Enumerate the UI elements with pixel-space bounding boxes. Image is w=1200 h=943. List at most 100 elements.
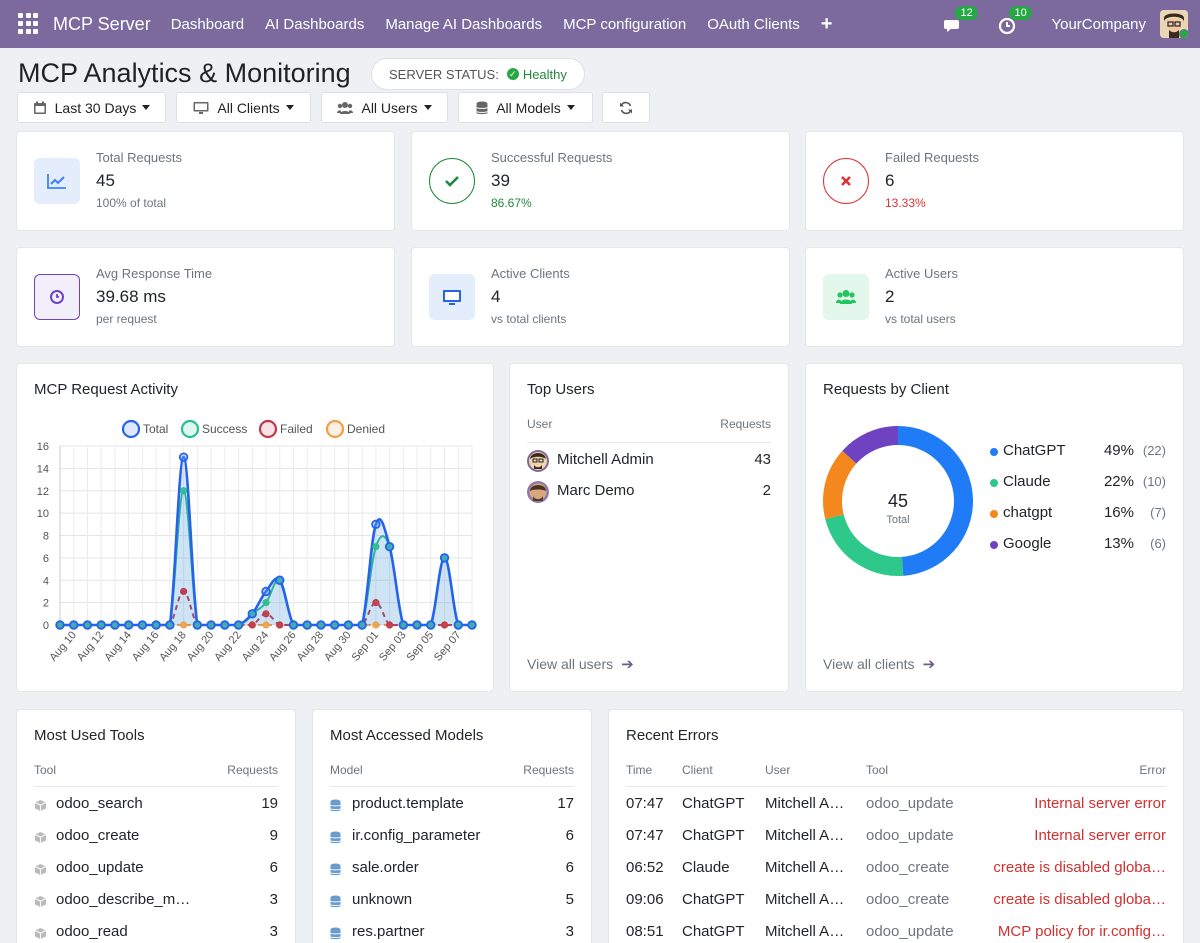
activity-button[interactable]: 10 (997, 6, 1032, 36)
table-row[interactable]: Mitchell Admin 43 (527, 448, 771, 476)
app-brand[interactable]: MCP Server (53, 13, 151, 34)
data-point-failed[interactable] (440, 621, 449, 629)
data-point-total[interactable] (412, 620, 422, 630)
data-point-total[interactable] (302, 620, 312, 630)
add-menu-icon[interactable]: + (820, 12, 833, 35)
data-point-total[interactable] (96, 620, 106, 630)
data-point-total[interactable] (220, 620, 230, 630)
menu-manage-ai-dashboards[interactable]: Manage AI Dashboards (385, 15, 543, 33)
data-point-total[interactable] (453, 620, 463, 630)
data-point-failed[interactable] (386, 621, 394, 629)
legend-item[interactable]: Google 13% (6) (990, 535, 1170, 566)
table-row[interactable]: 07:47 ChatGPT Mitchell A… odoo_update Intern… (626, 824, 1166, 852)
data-point-success[interactable] (372, 543, 380, 551)
users-filter[interactable]: All Users (321, 92, 448, 123)
view-all-users-link[interactable]: View all users ➔ (527, 655, 634, 673)
data-point-total[interactable] (329, 620, 340, 630)
list-item[interactable]: odoo_create 9 (34, 824, 278, 852)
data-point-denied[interactable] (180, 621, 188, 629)
data-point-denied[interactable] (372, 621, 380, 629)
legend-item[interactable]: Denied (325, 419, 385, 439)
data-point-success[interactable] (262, 599, 270, 607)
data-point-total[interactable] (439, 553, 450, 563)
list-item[interactable]: product.template 17 (330, 792, 574, 820)
apps-menu-icon[interactable] (18, 13, 40, 35)
y-tick-label: 2 (43, 598, 49, 610)
donut-slice[interactable] (898, 426, 974, 576)
list-item[interactable]: sale.order 6 (330, 856, 574, 884)
data-point-total[interactable] (384, 541, 395, 552)
data-point-total[interactable] (288, 620, 299, 630)
data-point-total[interactable] (192, 620, 203, 630)
data-point-failed[interactable] (180, 587, 188, 596)
menu-mcp-configuration[interactable]: MCP configuration (563, 15, 687, 33)
data-point-total[interactable] (398, 620, 409, 630)
date-range-filter[interactable]: Last 30 Days (17, 92, 166, 123)
data-point-total[interactable] (123, 620, 134, 630)
data-point-denied[interactable] (262, 621, 270, 629)
legend-item[interactable]: chatgpt 16% (7) (990, 504, 1170, 535)
table-row[interactable]: Marc Demo 2 (527, 479, 771, 507)
data-point-total[interactable] (178, 452, 189, 462)
data-point-total[interactable] (165, 620, 175, 630)
data-point-total[interactable] (206, 620, 216, 630)
list-item[interactable]: odoo_update 6 (34, 856, 278, 884)
clients-filter[interactable]: All Clients (176, 92, 311, 123)
legend-count: (22) (1142, 443, 1166, 458)
data-point-failed[interactable] (248, 621, 256, 629)
check-circle-icon: ✓ (506, 68, 519, 80)
list-item[interactable]: ir.config_parameter 6 (330, 824, 574, 852)
legend-item[interactable]: Claude 22% (10) (990, 473, 1170, 504)
data-point-failed[interactable] (372, 599, 380, 607)
data-point-total[interactable] (137, 620, 148, 630)
legend-item[interactable]: ChatGPT 49% (22) (990, 442, 1170, 473)
data-point-total[interactable] (275, 575, 285, 585)
data-point-total[interactable] (247, 609, 257, 619)
donut-slice[interactable] (825, 514, 904, 576)
menu-oauth-clients[interactable]: OAuth Clients (707, 15, 800, 33)
user-name: Marc Demo (557, 482, 635, 499)
list-item[interactable]: odoo_search 19 (34, 792, 278, 820)
table-row[interactable]: 07:47 ChatGPT Mitchell A… odoo_update Intern… (626, 792, 1166, 820)
data-point-total[interactable] (233, 620, 244, 630)
models-filter[interactable]: All Models (458, 92, 593, 123)
legend-item[interactable]: Success (180, 419, 247, 439)
data-point-total[interactable] (316, 620, 326, 630)
list-item[interactable]: unknown 5 (330, 888, 574, 916)
data-point-success[interactable] (180, 487, 188, 495)
data-point-total[interactable] (82, 620, 93, 630)
data-point-total[interactable] (110, 620, 120, 630)
table-row[interactable]: 09:06 ChatGPT Mitchell A… odoo_create create… (626, 888, 1166, 916)
data-point-total[interactable] (69, 620, 79, 630)
legend-item[interactable]: Total (121, 419, 168, 439)
column-header-user: User (765, 763, 791, 777)
data-point-total[interactable] (55, 620, 65, 630)
user-avatar[interactable] (1160, 10, 1188, 38)
data-point-total[interactable] (343, 620, 354, 630)
company-switcher[interactable]: YourCompany (1051, 15, 1146, 33)
data-point-failed[interactable] (276, 621, 284, 629)
list-item[interactable]: odoo_describe_m… 3 (34, 888, 278, 916)
stat-card-total-requests: Total Requests 45 100% of total (17, 132, 394, 230)
refresh-button[interactable] (602, 92, 650, 123)
donut-slice[interactable] (842, 426, 898, 464)
view-all-clients-link[interactable]: View all clients ➔ (823, 655, 935, 673)
menu-dashboard[interactable]: Dashboard (170, 15, 245, 33)
data-point-failed[interactable] (262, 610, 270, 618)
data-point-total[interactable] (151, 620, 161, 630)
legend-item[interactable]: Failed (258, 419, 313, 439)
list-item[interactable]: res.partner 3 (330, 920, 574, 943)
data-point-total[interactable] (426, 620, 436, 630)
data-point-total[interactable] (261, 586, 271, 597)
arrow-right-icon: ➔ (922, 656, 936, 673)
table-row[interactable]: 06:52 Claude Mitchell A… odoo_create create … (626, 856, 1166, 884)
table-row[interactable]: 08:51 ChatGPT Mitchell A… odoo_update MCP po… (626, 920, 1166, 943)
donut-slice[interactable] (823, 450, 857, 520)
menu-ai-dashboards[interactable]: AI Dashboards (265, 15, 365, 33)
data-point-total[interactable] (357, 620, 367, 630)
list-item[interactable]: odoo_read 3 (34, 920, 278, 943)
data-point-total[interactable] (371, 519, 381, 530)
chat-button[interactable]: 12 (943, 6, 978, 36)
legend-swatch (990, 479, 998, 487)
data-point-total[interactable] (467, 620, 477, 630)
